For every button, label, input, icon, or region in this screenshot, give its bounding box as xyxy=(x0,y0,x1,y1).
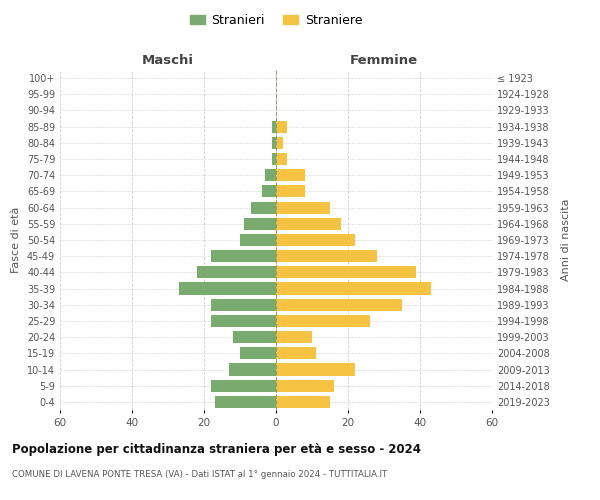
Y-axis label: Fasce di età: Fasce di età xyxy=(11,207,21,273)
Bar xyxy=(276,331,312,343)
Bar xyxy=(276,282,431,294)
Bar xyxy=(276,380,334,392)
Text: Maschi: Maschi xyxy=(142,54,194,67)
Bar xyxy=(276,153,287,165)
Bar xyxy=(240,234,276,246)
Bar xyxy=(276,202,330,213)
Legend: Stranieri, Straniere: Stranieri, Straniere xyxy=(185,8,367,32)
Bar xyxy=(251,202,276,213)
Bar xyxy=(233,331,276,343)
Bar xyxy=(211,250,276,262)
Bar xyxy=(276,234,355,246)
Bar xyxy=(272,137,276,149)
Bar xyxy=(276,315,370,327)
Bar xyxy=(276,120,287,132)
Text: Popolazione per cittadinanza straniera per età e sesso - 2024: Popolazione per cittadinanza straniera p… xyxy=(12,442,421,456)
Bar xyxy=(272,153,276,165)
Bar xyxy=(276,186,305,198)
Bar xyxy=(265,169,276,181)
Bar xyxy=(211,380,276,392)
Bar xyxy=(276,396,330,408)
Bar xyxy=(240,348,276,360)
Bar xyxy=(211,298,276,311)
Bar xyxy=(211,315,276,327)
Text: COMUNE DI LAVENA PONTE TRESA (VA) - Dati ISTAT al 1° gennaio 2024 - TUTTITALIA.I: COMUNE DI LAVENA PONTE TRESA (VA) - Dati… xyxy=(12,470,387,479)
Bar xyxy=(197,266,276,278)
Bar xyxy=(276,298,402,311)
Bar xyxy=(262,186,276,198)
Bar xyxy=(276,218,341,230)
Bar xyxy=(276,364,355,376)
Bar xyxy=(179,282,276,294)
Bar xyxy=(215,396,276,408)
Bar xyxy=(276,348,316,360)
Text: Femmine: Femmine xyxy=(350,54,418,67)
Bar xyxy=(229,364,276,376)
Y-axis label: Anni di nascita: Anni di nascita xyxy=(561,198,571,281)
Bar xyxy=(276,250,377,262)
Bar xyxy=(276,266,416,278)
Bar xyxy=(276,169,305,181)
Bar xyxy=(272,120,276,132)
Bar xyxy=(244,218,276,230)
Bar xyxy=(276,137,283,149)
